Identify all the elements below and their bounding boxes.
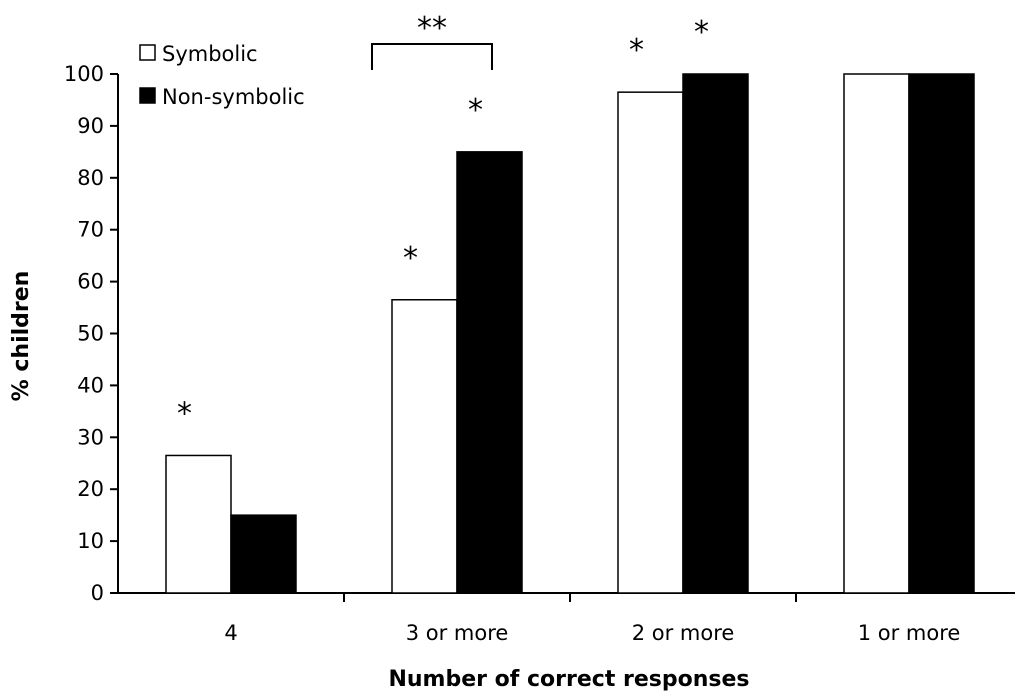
significance-marker: * [694, 15, 709, 50]
legend-label-symbolic: Symbolic [162, 42, 258, 66]
y-tick-label: 80 [77, 166, 104, 190]
x-tick-label: 3 or more [406, 621, 509, 645]
significance-bracket [371, 43, 493, 70]
bar-non-symbolic [908, 73, 975, 594]
y-tick-label: 10 [77, 529, 104, 553]
y-tick-label: 100 [64, 62, 104, 86]
y-tick-label: 90 [77, 114, 104, 138]
y-tick-label: 60 [77, 270, 104, 294]
y-tick-label: 20 [77, 477, 104, 501]
significance-marker: * [403, 241, 418, 276]
y-tick-label: 50 [77, 322, 104, 346]
bar-non-symbolic [456, 151, 523, 594]
significance-marker: * [468, 93, 483, 128]
significance-marker: * [177, 396, 192, 431]
y-tick-label: 40 [77, 373, 104, 397]
y-tick-label: 70 [77, 218, 104, 242]
x-tick-label: 1 or more [858, 621, 961, 645]
bar-symbolic [165, 454, 232, 594]
bar-symbolic [843, 73, 910, 594]
x-ticks: 4 3 or more 2 or more 1 or more [224, 593, 960, 645]
bar-symbolic [617, 91, 684, 594]
bars [165, 73, 975, 594]
significance-marker: ** [417, 11, 447, 46]
significance-marker: * [629, 33, 644, 68]
x-axis-title: Number of correct responses [388, 667, 749, 691]
legend-swatch-non-symbolic [139, 87, 156, 104]
bar-symbolic [391, 299, 458, 594]
y-axis-title: % children [9, 271, 34, 402]
y-tick-label: 30 [77, 425, 104, 449]
significance-annotations: ******* [177, 11, 709, 431]
y-ticks: 0 10 20 30 40 50 60 70 80 90 100 [64, 62, 118, 605]
x-tick-label: 2 or more [632, 621, 735, 645]
bar-non-symbolic [230, 514, 297, 594]
legend-swatch-symbolic [139, 44, 156, 61]
bar-non-symbolic [682, 73, 749, 594]
y-tick-label: 0 [91, 581, 104, 605]
legend-label-non-symbolic: Non-symbolic [162, 85, 305, 109]
legend: Symbolic Non-symbolic [139, 42, 305, 109]
x-tick-label: 4 [224, 621, 237, 645]
